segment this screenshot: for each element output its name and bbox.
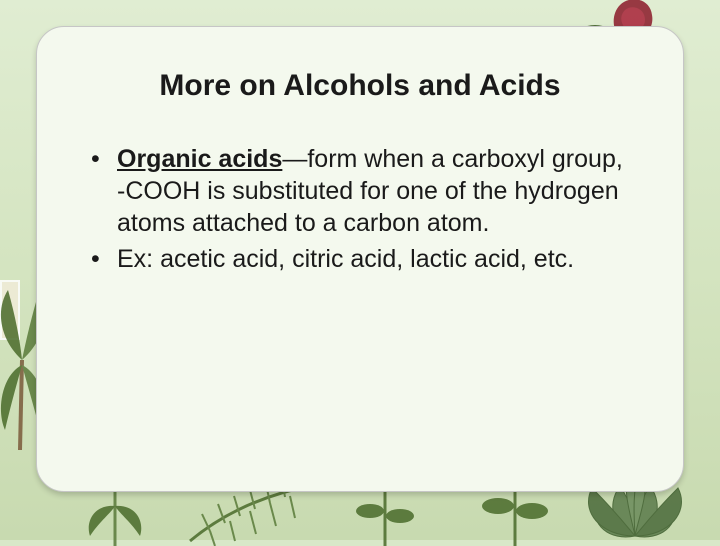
bullet-item: Ex: acetic acid, citric acid, lactic aci… [89, 243, 631, 275]
bullet-term: Organic acids [117, 145, 282, 173]
bullet-text: Ex: acetic acid, citric acid, lactic aci… [117, 245, 574, 273]
bullet-item: Organic acids—form when a carboxyl group… [89, 143, 631, 239]
bullet-list: Organic acids—form when a carboxyl group… [89, 143, 631, 275]
content-card: More on Alcohols and Acids Organic acids… [36, 26, 684, 492]
slide-title: More on Alcohols and Acids [89, 69, 631, 103]
